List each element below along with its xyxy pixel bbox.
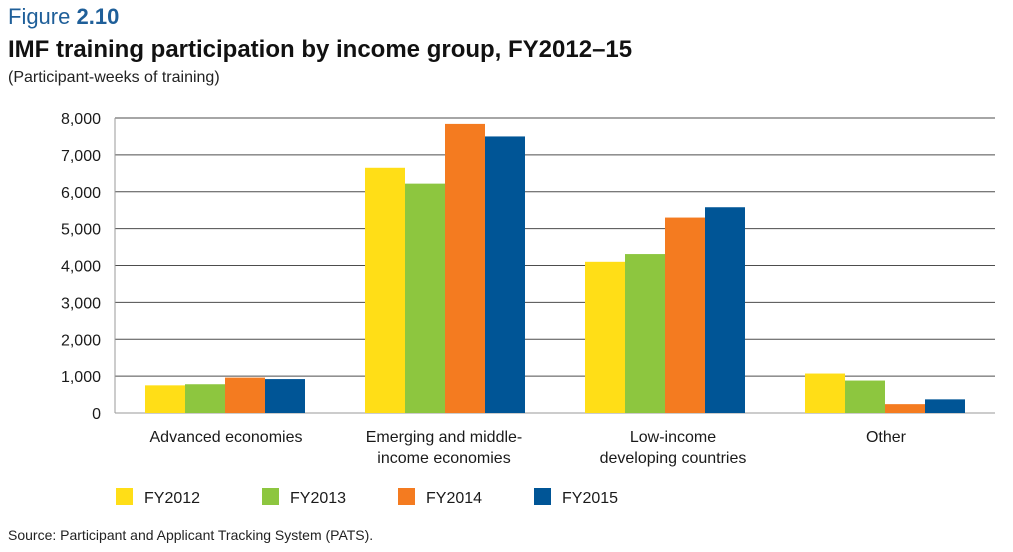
y-tick-label: 7,000	[61, 148, 101, 165]
y-tick-label: 1,000	[61, 369, 101, 386]
figure-label: Figure 2.10	[8, 3, 119, 31]
category-label: Low-income	[630, 429, 716, 446]
legend-label: FY2014	[426, 490, 482, 507]
bar-fy2015	[925, 399, 965, 413]
y-tick-label: 3,000	[61, 295, 101, 312]
bar-fy2012	[145, 385, 185, 413]
bar-fy2014	[225, 377, 265, 413]
bar-fy2012	[585, 261, 625, 413]
bar-fy2015	[485, 136, 525, 413]
legend-swatch-fy2014	[398, 488, 415, 505]
category-label: Advanced economies	[150, 429, 303, 446]
bar-fy2015	[705, 207, 745, 413]
legend-swatch-fy2013	[262, 488, 279, 505]
bar-chart: 0 1,000 2,000 3,000 4,000 5,000 6,000 7,000 8,00…	[61, 111, 995, 507]
chart-title: IMF training participation by income gro…	[8, 36, 633, 63]
category-label: Other	[866, 429, 907, 446]
y-tick-label: 8,000	[61, 111, 101, 128]
bar-fy2013	[185, 384, 225, 413]
chart-subtitle: (Participant-weeks of training)	[8, 69, 220, 86]
bar-fy2013	[405, 183, 445, 413]
bar-fy2013	[845, 380, 885, 413]
legend-swatch-fy2015	[534, 488, 551, 505]
figure-prefix: Figure	[8, 4, 71, 29]
bar-fy2014	[665, 217, 705, 413]
legend-label: FY2013	[290, 490, 346, 507]
y-tick-label: 6,000	[61, 185, 101, 202]
bar-fy2012	[805, 373, 845, 413]
bar-fy2012	[365, 167, 405, 413]
legend-label: FY2015	[562, 490, 618, 507]
y-tick-label: 5,000	[61, 222, 101, 239]
bar-fy2014	[885, 404, 925, 413]
category-label: income economies	[377, 450, 510, 467]
bar-fy2014	[445, 123, 485, 414]
category-label: developing countries	[600, 450, 747, 467]
source-note: Source: Participant and Applicant Tracki…	[8, 527, 374, 543]
category-label: Emerging and middle-	[366, 429, 523, 446]
legend-swatch-fy2012	[116, 488, 133, 505]
y-tick-label: 2,000	[61, 332, 101, 349]
legend-label: FY2012	[144, 490, 200, 507]
y-tick-label: 4,000	[61, 259, 101, 276]
figure-number: 2.10	[76, 4, 120, 29]
bar-fy2013	[625, 254, 665, 413]
y-tick-label: 0	[92, 406, 101, 423]
bar-fy2015	[265, 379, 305, 413]
